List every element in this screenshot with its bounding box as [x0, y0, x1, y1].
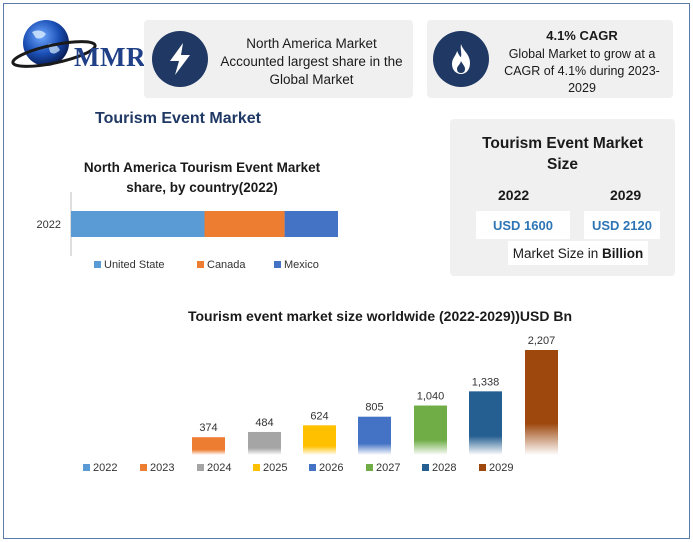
market-bar-label-2028: 1,338 [472, 376, 500, 388]
legend-swatch-2022 [83, 464, 90, 471]
cagr-text: Global Market to grow at a CAGR of 4.1% … [504, 47, 660, 95]
market-bar-2025 [303, 425, 336, 455]
worldwide-chart: 2022 374 2023 484 2024 624 2025 805 2026 1,040 202… [83, 335, 558, 474]
flame-icon [433, 31, 489, 87]
market-bar-2028 [469, 391, 502, 455]
legend-label-mexico: Mexico [284, 259, 319, 271]
share-chart-category-label: 2022 [37, 219, 61, 231]
share-bar-united-state [71, 211, 205, 237]
info-card-cagr: 4.1% CAGR Global Market to grow at a CAG… [427, 20, 673, 98]
market-size-unit: Market Size in Billion [508, 241, 648, 265]
share-bar-mexico [284, 211, 338, 237]
legend-label-2025: 2025 [263, 462, 287, 474]
market-size-unit-bold: Billion [602, 245, 644, 261]
legend-label-2022: 2022 [93, 462, 117, 474]
legend-swatch-2026 [309, 464, 316, 471]
legend-label-2027: 2027 [376, 462, 400, 474]
page-frame [3, 3, 690, 539]
legend-swatch-2027 [366, 464, 373, 471]
legend-label-canada: Canada [207, 259, 246, 271]
market-bar-label-2023: 374 [199, 422, 217, 434]
market-bar-label-2024: 484 [255, 417, 273, 429]
legend-label-2029: 2029 [489, 462, 513, 474]
info-card-text: North America Market Accounted largest s… [220, 36, 403, 87]
legend-label-united-state: United State [104, 259, 165, 271]
market-bar-2023 [192, 437, 225, 455]
market-size-value-end: USD 2120 [584, 211, 660, 239]
legend-label-2023: 2023 [150, 462, 174, 474]
legend-label-2028: 2028 [432, 462, 456, 474]
market-bar-2026 [358, 416, 391, 455]
market-size-card: Tourism Event Market Size 2022 2029 USD … [450, 119, 675, 276]
legend-swatch-united-state [94, 261, 101, 268]
logo-text: MMR [74, 42, 146, 72]
market-size-year-start: 2022 [498, 187, 530, 203]
section-title: Tourism Event Market [95, 110, 261, 127]
cagr-title: 4.1% CAGR [546, 28, 618, 43]
market-size-title: Tourism Event Market Size [482, 135, 643, 173]
market-bar-label-2027: 1,040 [417, 391, 445, 403]
market-size-unit-prefix: Market Size in [512, 245, 603, 261]
market-size-value-start: USD 1600 [476, 211, 570, 239]
market-size-year-end: 2029 [610, 187, 642, 203]
globe-icon [11, 20, 97, 68]
legend-swatch-2028 [422, 464, 429, 471]
share-chart: 2022 United State Canada Mexico [37, 192, 338, 271]
market-bar-2027 [414, 405, 447, 455]
market-bar-label-2026: 805 [365, 402, 383, 414]
legend-swatch-2023 [140, 464, 147, 471]
worldwide-chart-title: Tourism event market size worldwide (202… [187, 308, 573, 324]
market-bar-2029 [525, 350, 558, 455]
legend-swatch-2029 [479, 464, 486, 471]
market-bar-label-2025: 624 [310, 410, 328, 422]
legend-label-2026: 2026 [319, 462, 343, 474]
legend-swatch-2024 [197, 464, 204, 471]
info-card-north-america: North America Market Accounted largest s… [144, 20, 413, 98]
legend-swatch-canada [197, 261, 204, 268]
market-bar-label-2029: 2,207 [528, 335, 556, 347]
legend-swatch-mexico [274, 261, 281, 268]
legend-swatch-2025 [253, 464, 260, 471]
lightning-icon [152, 31, 208, 87]
market-bar-2024 [248, 431, 281, 455]
mmr-logo: MMR [10, 18, 145, 78]
share-chart-title: North America Tourism Event Market share… [83, 160, 321, 195]
share-bar-canada [204, 211, 285, 237]
legend-label-2024: 2024 [207, 462, 231, 474]
